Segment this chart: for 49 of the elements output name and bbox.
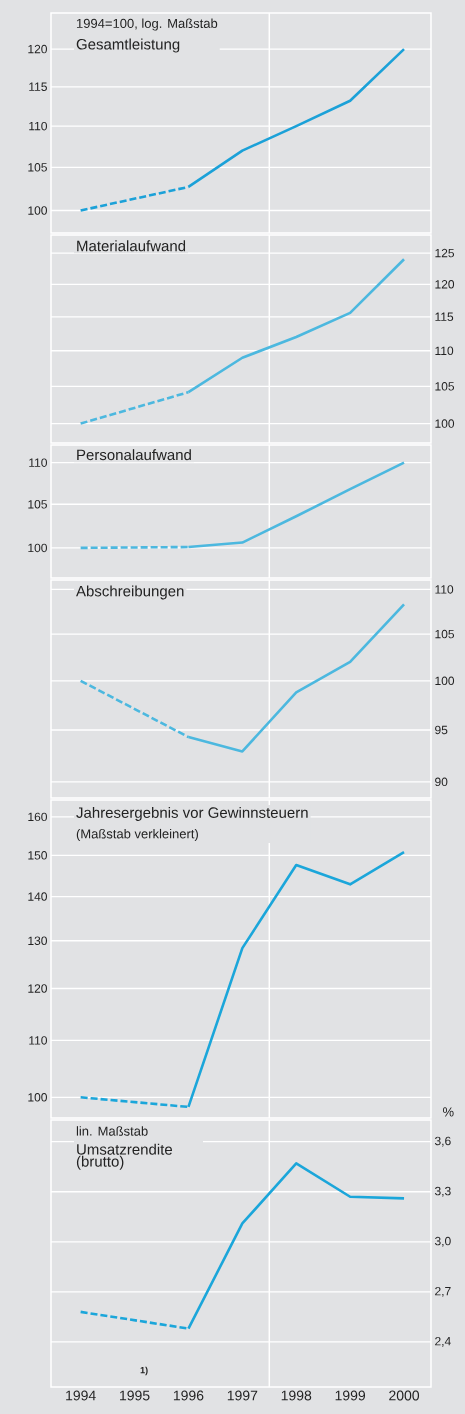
y-tick-label: 120 — [28, 984, 47, 993]
x-tick-label: 1994 — [66, 1390, 96, 1401]
y2-tick-label: 110 — [435, 585, 454, 594]
chart-title: Materialaufwand — [77, 240, 186, 252]
y2-tick-label: 3,6 — [434, 1136, 451, 1147]
text: Umsatzrendite (brutto) — [76, 1143, 173, 1170]
y2-tick-label: 120 — [435, 280, 455, 289]
y-tick-label: 160 — [28, 812, 47, 822]
annotation: lin. Maßstab — [76, 1126, 148, 1136]
y-tick-label: 120 — [28, 44, 47, 54]
y2-tick-label: 105 — [435, 629, 455, 639]
x-tick-label: 1996 — [173, 1390, 204, 1401]
y2-tick-label: 95 — [435, 725, 448, 735]
y-tick-label: 100 — [28, 1093, 47, 1102]
y-tick-label: 110 — [29, 1036, 47, 1045]
y-tick-label: 150 — [28, 851, 47, 860]
y-tick-label: 105 — [28, 163, 47, 172]
y-tick-label: 115 — [29, 82, 47, 91]
y-tick-label: 130 — [28, 936, 47, 945]
annotation: 1) — [140, 1366, 148, 1376]
y-tick-label: 100 — [28, 543, 47, 553]
chart-title: Jahresergebnis vor Gewinnsteuern — [76, 806, 308, 821]
y2-tick-label: 110 — [435, 346, 454, 356]
y-tick-label: 140 — [28, 892, 47, 901]
y2-tick-label: 115 — [435, 312, 454, 321]
x-tick-label: 1995 — [120, 1390, 150, 1401]
y2-tick-label: 100 — [435, 419, 455, 428]
y2-tick-label: 2,7 — [435, 1286, 451, 1297]
text: Gesamtleistung — [76, 38, 180, 53]
y2-tick-label: 100 — [435, 676, 455, 686]
y-tick-label: 105 — [28, 500, 47, 509]
y2-tick-label: 90 — [435, 777, 448, 787]
y2-tick-label: 3,0 — [434, 1236, 451, 1247]
x-tick-label: 1998 — [281, 1390, 312, 1401]
text: (Maßstab verkleinert) — [76, 828, 198, 842]
y2-axis-title: % — [442, 1107, 454, 1117]
y-tick-label: 110 — [29, 121, 47, 131]
y2-tick-label: 3,3 — [434, 1186, 451, 1197]
x-tick-label: 1999 — [335, 1390, 366, 1401]
x-tick-label: 1997 — [227, 1390, 258, 1401]
y-tick-label: 100 — [28, 206, 47, 215]
chart-title: Abschreibungen — [76, 585, 184, 600]
y2-tick-label: 2,4 — [435, 1336, 451, 1347]
y2-tick-label: 105 — [435, 382, 455, 391]
x-tick-label: 2000 — [389, 1390, 420, 1401]
y2-tick-label: 125 — [435, 248, 455, 258]
y-tick-label: 110 — [29, 458, 47, 467]
annotation: 1994=100, log. Maßstab — [76, 18, 218, 31]
chart-title: Personalaufwand — [77, 449, 191, 461]
